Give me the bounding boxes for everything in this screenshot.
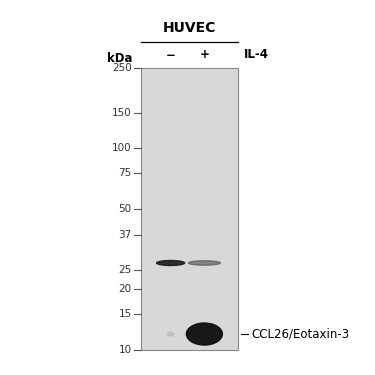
Bar bbox=[141, 68, 238, 350]
Text: 10: 10 bbox=[118, 345, 132, 355]
Text: 75: 75 bbox=[118, 168, 132, 178]
Text: 15: 15 bbox=[118, 309, 132, 320]
Text: −: − bbox=[166, 48, 176, 62]
Text: CCL26/Eotaxin-3: CCL26/Eotaxin-3 bbox=[251, 327, 349, 340]
Text: +: + bbox=[200, 48, 209, 62]
Text: 50: 50 bbox=[118, 204, 132, 214]
Ellipse shape bbox=[157, 261, 184, 266]
Text: 37: 37 bbox=[118, 230, 132, 240]
Ellipse shape bbox=[186, 323, 222, 345]
Text: 25: 25 bbox=[118, 265, 132, 275]
Text: kDa: kDa bbox=[107, 51, 133, 64]
Text: IL-4: IL-4 bbox=[244, 48, 268, 62]
Text: 100: 100 bbox=[112, 143, 132, 153]
Text: HUVEC: HUVEC bbox=[163, 21, 216, 35]
Text: 20: 20 bbox=[118, 284, 132, 294]
Text: 250: 250 bbox=[112, 63, 132, 73]
Ellipse shape bbox=[188, 261, 220, 265]
Ellipse shape bbox=[168, 332, 174, 336]
Text: 150: 150 bbox=[112, 108, 132, 118]
